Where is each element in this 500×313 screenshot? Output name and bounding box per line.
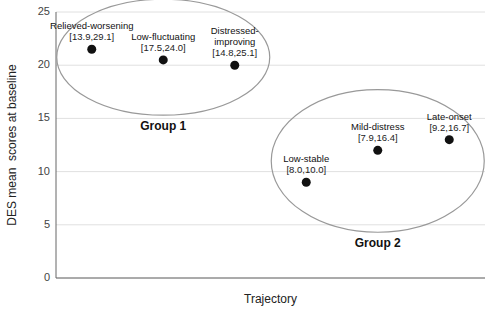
grid-line [56,171,485,172]
grid-line [56,12,485,13]
group-label: Group 2 [355,236,401,250]
grid-line [56,278,485,279]
chart: 0 5 10 15 20 25 Trajectory DES mean scores at b… [0,0,500,313]
point [230,61,239,70]
point-label: Late-onset [427,111,472,122]
x-axis-line [56,278,485,279]
y-tick-label: 5 [44,218,50,230]
grid-line [56,65,485,66]
ci-label: [17.5,24.0] [141,42,186,53]
group-outlines [57,0,485,232]
point [302,178,311,187]
point-label: Relieved-worsening [50,20,133,31]
ci-label: [8.0,10.0] [286,164,326,175]
chart-container: 0 5 10 15 20 25 Trajectory DES mean scores at b… [0,0,500,313]
ci-label: [7.9,16.4] [358,132,398,143]
point [87,45,96,54]
y-axis-line [56,12,57,278]
ci-label: [13.9,29.1] [69,31,114,42]
point [373,146,382,155]
point [445,135,454,144]
point-label: Low-fluctuating [131,31,195,42]
point-label: Distressed-improving [211,25,259,47]
y-tick-label: 25 [38,5,50,17]
point-label: Mild-distress [351,121,405,132]
grid [56,12,485,278]
point [159,55,168,64]
group-ellipse [57,0,270,115]
x-axis-label: Trajectory [244,292,297,306]
points [87,45,454,187]
ci-label: [9.2,16.7] [429,122,469,133]
grid-line [56,118,485,119]
y-tick-label: 0 [44,271,50,283]
y-tick-label: 10 [38,165,50,177]
y-axis-label: DES mean scores at baseline [5,64,19,226]
group-ellipse [271,90,484,233]
point-label: Low-stable [283,153,329,164]
grid-line [56,224,485,225]
group-label: Group 1 [140,119,186,133]
ci-label: [14.8,25.1] [212,47,257,58]
y-tick-label: 15 [38,111,50,123]
y-tick-label: 20 [38,58,50,70]
